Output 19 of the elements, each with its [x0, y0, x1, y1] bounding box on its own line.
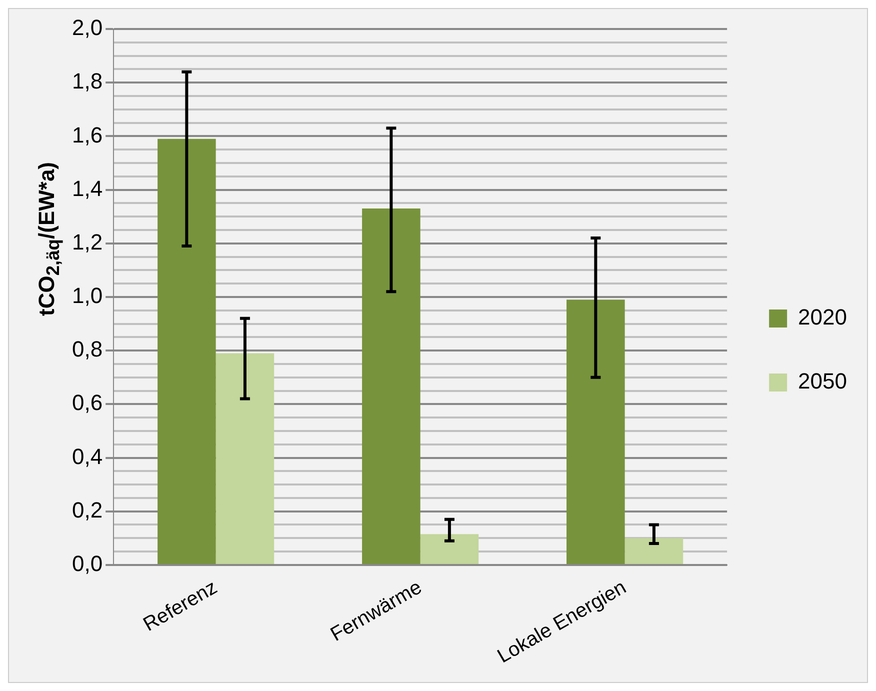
y-tick-label: 1,0: [72, 283, 103, 308]
y-tick-label: 0,2: [72, 497, 103, 522]
bar: [216, 353, 274, 564]
y-tick-label: 1,6: [72, 122, 103, 148]
y-tick-label: 0,0: [72, 551, 103, 576]
bar: [158, 138, 216, 564]
y-tick-label: 0,6: [72, 390, 103, 416]
y-tick-label: 0,4: [72, 444, 103, 469]
y-tick-label: 1,4: [72, 176, 103, 201]
bar: [362, 208, 420, 564]
y-tick-label: 0,8: [72, 336, 103, 362]
y-tick-label: 2,0: [72, 15, 103, 40]
y-tick-label: 1,8: [72, 68, 103, 94]
legend-label: 2050: [798, 368, 848, 394]
y-tick-label: 1,2: [72, 229, 103, 254]
bar: [624, 538, 684, 564]
bar: [420, 534, 479, 564]
bar: [566, 300, 625, 564]
legend-label: 2020: [798, 304, 848, 330]
